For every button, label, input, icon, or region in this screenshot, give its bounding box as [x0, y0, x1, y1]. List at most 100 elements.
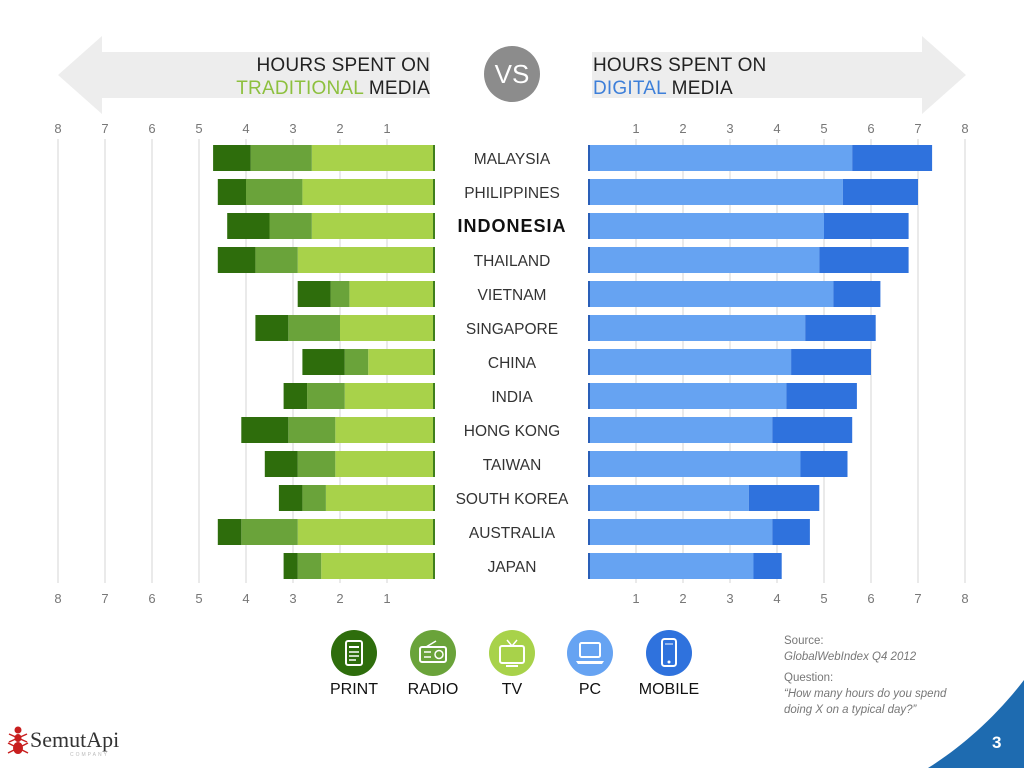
legend-print: PRINT — [309, 630, 399, 699]
bar-mobile — [772, 417, 853, 443]
bar-mobile — [791, 349, 871, 375]
bar-mobile — [805, 315, 876, 341]
bar-radio — [344, 349, 369, 375]
bar-pc — [589, 145, 853, 171]
ant-logo-icon — [7, 726, 29, 754]
bar-pc — [589, 315, 806, 341]
vs-badge: VS — [484, 46, 540, 102]
bar-tv — [311, 145, 434, 171]
bar-pc — [589, 519, 773, 545]
bar-print — [217, 519, 242, 545]
tick-label: 4 — [773, 121, 780, 136]
legend-pc: PC — [545, 630, 635, 699]
tick-label: 6 — [148, 121, 155, 136]
tick-label: 2 — [336, 121, 343, 136]
bar-radio — [241, 519, 298, 545]
bar-tv — [335, 417, 434, 443]
bar-radio — [246, 179, 303, 205]
right-arrow-banner — [592, 36, 966, 114]
tick-label: 7 — [101, 121, 108, 136]
laptop-icon — [567, 630, 613, 676]
bar-tv — [344, 383, 434, 409]
digital-title-accent: DIGITAL — [593, 78, 667, 99]
legend-label: PRINT — [330, 681, 378, 698]
bar-print — [278, 485, 303, 511]
tick-label: 5 — [195, 591, 202, 606]
traditional-media-title: HOURS SPENT ON TRADITIONAL MEDIA — [236, 54, 430, 100]
tick-label: 1 — [632, 591, 639, 606]
tick-label: 7 — [101, 591, 108, 606]
bar-pc — [589, 281, 834, 307]
bar-pc — [589, 417, 773, 443]
category-label: INDONESIA — [457, 216, 566, 236]
tick-label: 8 — [961, 121, 968, 136]
bar-tv — [325, 485, 434, 511]
category-label: JAPAN — [488, 559, 537, 576]
page-number: 3 — [992, 733, 1002, 752]
bar-print — [283, 383, 308, 409]
tick-label: 1 — [383, 591, 390, 606]
bar-tv — [349, 281, 434, 307]
bar-tv — [297, 247, 434, 273]
traditional-bars — [213, 145, 435, 579]
corner-swoosh — [928, 680, 1024, 768]
bar-pc — [589, 213, 824, 239]
legend-label: RADIO — [407, 681, 459, 698]
tick-label: 2 — [679, 591, 686, 606]
tick-label: 4 — [242, 591, 249, 606]
tick-label: 4 — [242, 121, 249, 136]
bar-radio — [302, 485, 326, 511]
tick-label: 3 — [726, 121, 733, 136]
bar-mobile — [842, 179, 918, 205]
tick-label: 5 — [195, 121, 202, 136]
bar-tv — [311, 213, 434, 239]
bar-tv — [297, 519, 434, 545]
bar-radio — [255, 247, 298, 273]
legend-tv: TV — [467, 630, 557, 699]
legend-label: MOBILE — [638, 681, 700, 698]
source-value: GlobalWebIndex Q4 2012 — [784, 651, 917, 663]
traditional-title-rest: MEDIA — [363, 78, 430, 99]
tick-label: 6 — [148, 591, 155, 606]
legend-radio: RADIO — [388, 630, 478, 699]
bar-mobile — [786, 383, 857, 409]
question-line1: “How many hours do you spend — [784, 688, 947, 700]
radio-icon — [410, 630, 456, 676]
traditional-title-accent: TRADITIONAL — [236, 78, 364, 99]
tick-label: 1 — [383, 121, 390, 136]
bar-pc — [589, 349, 792, 375]
category-label: VIETNAM — [478, 287, 547, 304]
bar-radio — [297, 451, 336, 477]
category-label: MALAYSIA — [474, 151, 551, 168]
newspaper-icon — [331, 630, 377, 676]
bar-mobile — [800, 451, 848, 477]
tick-label: 1 — [632, 121, 639, 136]
category-label: SINGAPORE — [466, 321, 558, 338]
digital-bars — [588, 145, 933, 579]
bar-print — [255, 315, 289, 341]
digital-media-title: HOURS SPENT ON DIGITAL MEDIA — [593, 54, 766, 100]
bar-print — [227, 213, 270, 239]
mobile-phone-icon — [646, 630, 692, 676]
left-arrow-banner — [58, 36, 430, 114]
bar-tv — [340, 315, 434, 341]
tick-label: 4 — [773, 591, 780, 606]
bar-mobile — [852, 145, 933, 171]
tick-label: 7 — [914, 121, 921, 136]
source-note: Source: GlobalWebIndex Q4 2012 Question:… — [784, 633, 946, 718]
bar-print — [217, 247, 256, 273]
category-label: INDIA — [491, 389, 533, 406]
tv-icon — [489, 630, 535, 676]
bar-print — [302, 349, 345, 375]
bar-mobile — [819, 247, 909, 273]
bar-mobile — [772, 519, 810, 545]
bar-mobile — [753, 553, 782, 579]
digital-title-rest: MEDIA — [666, 78, 733, 99]
tick-label: 8 — [54, 121, 61, 136]
category-label: AUSTRALIA — [469, 525, 556, 542]
traditional-title-line1: HOURS SPENT ON — [256, 55, 430, 76]
bar-pc — [589, 383, 787, 409]
question-label: Question: — [784, 672, 834, 684]
tick-label: 5 — [820, 121, 827, 136]
